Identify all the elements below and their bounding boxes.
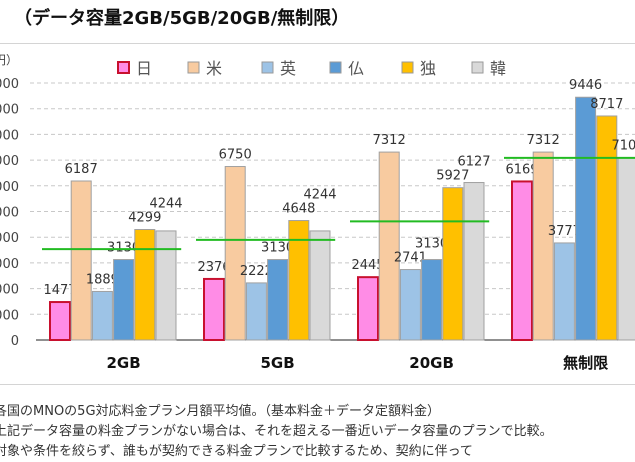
bar-5GB-独 [288, 220, 310, 341]
data-label: 3130 [415, 237, 448, 252]
data-label: 4244 [149, 197, 182, 212]
data-label: 3777 [548, 224, 581, 239]
data-label: 2222 [240, 264, 273, 279]
data-label: 2741 [394, 251, 427, 266]
data-label: 6169 [505, 162, 538, 177]
bar-5GB-韓 [309, 230, 331, 341]
legend-swatch-2 [187, 61, 200, 74]
y-tick-label: 2000 [0, 283, 19, 298]
x-category-label: 20GB [409, 354, 454, 372]
legend-swatch-4 [329, 61, 342, 74]
legend-swatch-1 [117, 61, 130, 74]
legend-swatch-6 [471, 61, 484, 74]
bar-5GB-仏 [267, 259, 289, 341]
data-label: 7312 [527, 133, 560, 148]
note-2: 上記データ容量の料金プランがない場合は、それを超える一番近いデータ容量のプランで… [0, 424, 553, 439]
bar-無制限-韓 [617, 157, 635, 341]
data-label: 1889 [86, 272, 119, 287]
legend-label-4: 仏 [348, 59, 364, 78]
note-3: 対象や条件を絞らず、誰もが契約できる料金プランで比較するため、契約に伴って [0, 444, 473, 459]
bar-2GB-独 [134, 229, 156, 341]
data-label: 9446 [569, 78, 602, 93]
bottom-divider [0, 384, 635, 385]
data-label: 4244 [303, 188, 336, 203]
data-label: 6127 [457, 155, 490, 170]
legend-label-1: 日 [136, 59, 152, 78]
bar-20GB-独 [442, 187, 464, 341]
legend-swatch-3 [261, 61, 274, 74]
bar-2GB-日 [49, 301, 71, 342]
data-label: 7312 [373, 133, 406, 148]
bar-無制限-英 [553, 242, 575, 341]
top-divider [0, 43, 635, 44]
y-tick-label: 0 [11, 334, 19, 349]
bar-無制限-米 [532, 151, 554, 341]
x-category-label: 5GB [261, 354, 295, 372]
legend-label-5: 独 [420, 59, 436, 78]
bar-20GB-韓 [463, 182, 485, 341]
y-tick-label: 3000 [0, 257, 19, 272]
bar-2GB-韓 [155, 230, 177, 341]
x-category-label: 無制限 [563, 354, 608, 372]
data-label: 4299 [128, 211, 161, 226]
note-1: 各国のMNOの5G対応料金プラン月額平均値。（基本料金＋データ定額料金） [0, 404, 441, 419]
bar-2GB-英 [91, 290, 113, 341]
bar-5GB-米 [224, 166, 246, 341]
bar-20GB-日 [357, 276, 379, 342]
bar-無制限-日 [511, 180, 533, 341]
chart-title: （データ容量2GB/5GB/20GB/無制限） [14, 8, 350, 29]
legend-label-3: 英 [280, 59, 296, 78]
y-tick-label: 1000 [0, 308, 19, 323]
data-label: 3130 [261, 241, 294, 256]
y-axis-label: 円） [0, 53, 18, 67]
data-label: 6187 [65, 162, 98, 177]
data-label: 3130 [107, 241, 140, 256]
data-label: 2376 [197, 260, 230, 275]
y-tick-label: 8000 [0, 128, 19, 143]
bar-2GB-仏 [113, 259, 135, 341]
bar-無制限-独 [596, 115, 618, 341]
bar-5GB-日 [203, 277, 225, 341]
y-tick-label: 6000 [0, 180, 19, 195]
y-tick-label: 10000 [0, 77, 19, 92]
bar-無制限-仏 [575, 96, 597, 341]
data-label: 1477 [43, 283, 76, 298]
bar-5GB-英 [245, 282, 267, 341]
bar-chart: 円） 0 1000 2000 3000 4000 5000 6000 7000 8000 9000 1… [0, 53, 635, 372]
data-label: 7100 [611, 139, 635, 154]
legend-label-2: 米 [206, 59, 222, 78]
data-label: 2445 [351, 258, 384, 273]
data-label: 6750 [219, 148, 252, 163]
bar-20GB-米 [378, 151, 400, 341]
y-tick-label: 5000 [0, 206, 19, 221]
x-category-label: 2GB [107, 354, 141, 372]
bar-20GB-英 [399, 269, 421, 341]
bar-2GB-米 [70, 180, 92, 341]
data-label: 8717 [590, 97, 623, 112]
data-label: 5927 [436, 169, 469, 184]
legend-label-6: 韓 [490, 59, 506, 78]
legend-swatch-5 [401, 61, 414, 74]
notes: 各国のMNOの5G対応料金プラン月額平均値。（基本料金＋データ定額料金） 上記デ… [0, 402, 553, 462]
y-tick-label: 9000 [0, 103, 19, 118]
bar-20GB-仏 [421, 259, 443, 341]
y-tick-label: 4000 [0, 231, 19, 246]
data-label: 4648 [282, 202, 315, 217]
y-tick-label: 7000 [0, 154, 19, 169]
